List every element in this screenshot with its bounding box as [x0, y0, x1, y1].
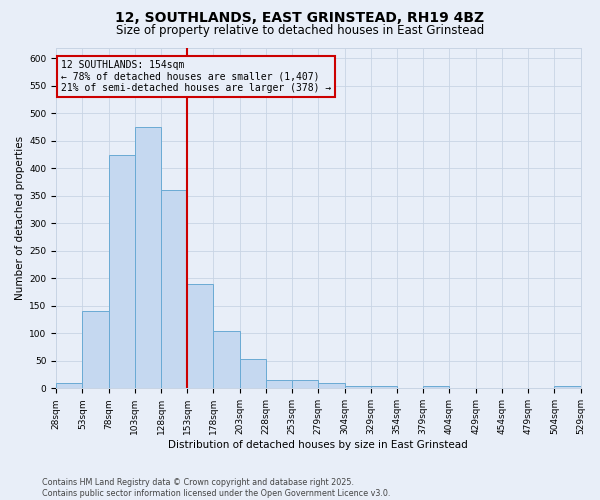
Bar: [266, 380, 292, 388]
Bar: [109, 154, 135, 388]
Bar: [319, 383, 344, 388]
Bar: [554, 386, 581, 388]
Bar: [239, 359, 266, 388]
X-axis label: Distribution of detached houses by size in East Grinstead: Distribution of detached houses by size …: [169, 440, 468, 450]
Text: 12 SOUTHLANDS: 154sqm
← 78% of detached houses are smaller (1,407)
21% of semi-d: 12 SOUTHLANDS: 154sqm ← 78% of detached …: [61, 60, 331, 93]
Text: Size of property relative to detached houses in East Grinstead: Size of property relative to detached ho…: [116, 24, 484, 37]
Bar: [82, 312, 109, 388]
Bar: [292, 380, 319, 388]
Bar: [423, 386, 449, 388]
Text: 12, SOUTHLANDS, EAST GRINSTEAD, RH19 4BZ: 12, SOUTHLANDS, EAST GRINSTEAD, RH19 4BZ: [115, 11, 485, 25]
Bar: [371, 386, 397, 388]
Bar: [135, 127, 161, 388]
Y-axis label: Number of detached properties: Number of detached properties: [15, 136, 25, 300]
Bar: [161, 190, 187, 388]
Bar: [344, 386, 371, 388]
Bar: [214, 330, 239, 388]
Bar: [187, 284, 214, 389]
Text: Contains HM Land Registry data © Crown copyright and database right 2025.
Contai: Contains HM Land Registry data © Crown c…: [42, 478, 391, 498]
Bar: [56, 383, 82, 388]
